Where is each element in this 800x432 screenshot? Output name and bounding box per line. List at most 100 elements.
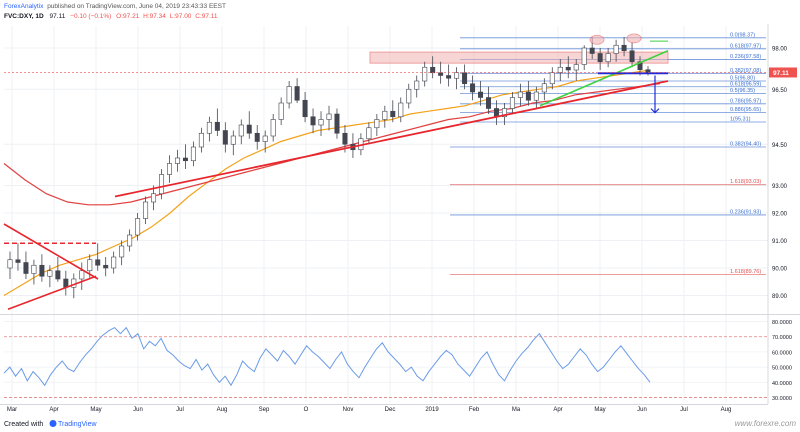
candle-body [581, 47, 587, 65]
candle-body [645, 69, 651, 73]
candle-body [637, 61, 643, 71]
time-tick-label: 2019 [425, 407, 439, 413]
time-tick-label: O [304, 407, 309, 413]
candle-body [182, 157, 188, 162]
candle-body [629, 50, 635, 63]
candle-body [438, 72, 444, 76]
candle-body [382, 110, 388, 120]
author-link[interactable]: ForexAnalytix [4, 3, 44, 10]
candle-body [198, 132, 204, 148]
candle-body [47, 270, 53, 277]
axes: 98.00 96.50 94.50 93.00 92.00 91.00 90.00 89.00… [0, 24, 800, 413]
candle-body [214, 121, 220, 131]
time-tick-label: Feb [469, 407, 480, 413]
low-label: L: [170, 13, 176, 20]
time-tick-label: Jul [176, 407, 184, 413]
candle-body [254, 132, 260, 142]
fib-label: 0.618(96.59) [730, 81, 761, 87]
candle-body [159, 174, 165, 195]
time-tick-label: Mar [7, 407, 17, 413]
watermark: www.forexre.com [735, 419, 797, 428]
candle-body [565, 66, 571, 71]
fib-label: 0.382(97.08) [730, 68, 761, 74]
fib-label: 0.886(95.65) [730, 107, 761, 113]
fib-label: 1.618(89.76) [730, 269, 761, 275]
rsi-tick-label: 80.0000 [772, 320, 792, 326]
candle-body [87, 259, 93, 272]
open-label: O: [116, 13, 123, 20]
candle-body [71, 278, 77, 288]
candle-body [390, 110, 396, 118]
candle-body [406, 88, 412, 104]
rsi-tick-label: 60.0000 [772, 350, 792, 356]
footer-created: Created with [4, 421, 43, 428]
candle-body [462, 72, 468, 85]
candle-body [589, 47, 595, 54]
candle-body [190, 146, 196, 162]
fib-label: 1.618(93.03) [730, 179, 761, 185]
resistance-zone [369, 51, 669, 64]
tradingview-logo-text: TradingView [58, 421, 97, 428]
candle-body [95, 259, 101, 266]
candle-body [613, 44, 619, 54]
candle-body [302, 99, 308, 118]
header-line1: ForexAnalytix published on TradingView.c… [4, 3, 226, 10]
rsi-tick-label: 50.0000 [772, 366, 792, 372]
last-value: 97.11 [50, 13, 66, 20]
candle-body [541, 83, 547, 93]
time-tick-label: Jul [680, 407, 688, 413]
candle-body [342, 132, 348, 145]
last-price-label: 97.11 [773, 70, 789, 77]
trendline-up-early [7, 275, 97, 310]
rsi-line [3, 326, 651, 387]
time-tick-label: Nov [343, 407, 354, 413]
time-tick-label: Apr [49, 407, 58, 413]
last-price-tag [769, 67, 797, 78]
candle-body [270, 119, 276, 137]
header-line2: FVC:DXY, 1D 97.11 −0.10 (−0.1%) O:97.21 … [4, 13, 218, 20]
candle-body [533, 91, 539, 101]
candle-body [414, 80, 420, 90]
price-tick-label: 93.00 [772, 184, 788, 190]
candle-body [366, 127, 372, 140]
candle-body [446, 75, 452, 79]
candle-body [525, 91, 531, 101]
candle-body [238, 124, 244, 137]
candle-body [174, 157, 180, 164]
time-tick-label: Jun [637, 407, 647, 413]
candle-body [79, 270, 85, 280]
trendline-down [3, 223, 99, 280]
time-tick-label: Sep [259, 407, 270, 413]
time-tick-label: May [594, 407, 605, 413]
fib-label: 0.618(97.97) [730, 43, 761, 49]
candle-body [119, 245, 125, 258]
candle-body [485, 97, 491, 109]
trend-lines [3, 33, 669, 310]
candle-body [557, 66, 563, 74]
candle-body [334, 113, 340, 134]
candles [7, 37, 651, 299]
low-value: 97.00 [175, 13, 192, 20]
high-label: H: [143, 13, 150, 20]
candle-body [478, 91, 484, 98]
candle-body [398, 102, 404, 118]
candle-body [39, 264, 45, 277]
candle-body [470, 83, 476, 93]
candle-body [310, 116, 316, 126]
fib-label: 0.382(94.40) [730, 142, 761, 148]
time-tick-label: Ma [512, 407, 521, 413]
candle-body [597, 53, 603, 63]
rsi-pane: 80.0000 70.0000 60.0000 50.0000 40.0000 30.00… [3, 320, 792, 402]
candle-body [63, 278, 69, 288]
price-tick-label: 92.00 [772, 212, 788, 218]
candle-body [262, 135, 268, 142]
candle-body [621, 44, 627, 52]
candle-body [127, 234, 133, 247]
close-value: 97.11 [202, 13, 218, 20]
candle-body [246, 124, 252, 134]
candle-body [493, 108, 499, 118]
candle-body [278, 102, 284, 120]
tradingview-logo-icon[interactable]: TradingView [49, 420, 98, 428]
